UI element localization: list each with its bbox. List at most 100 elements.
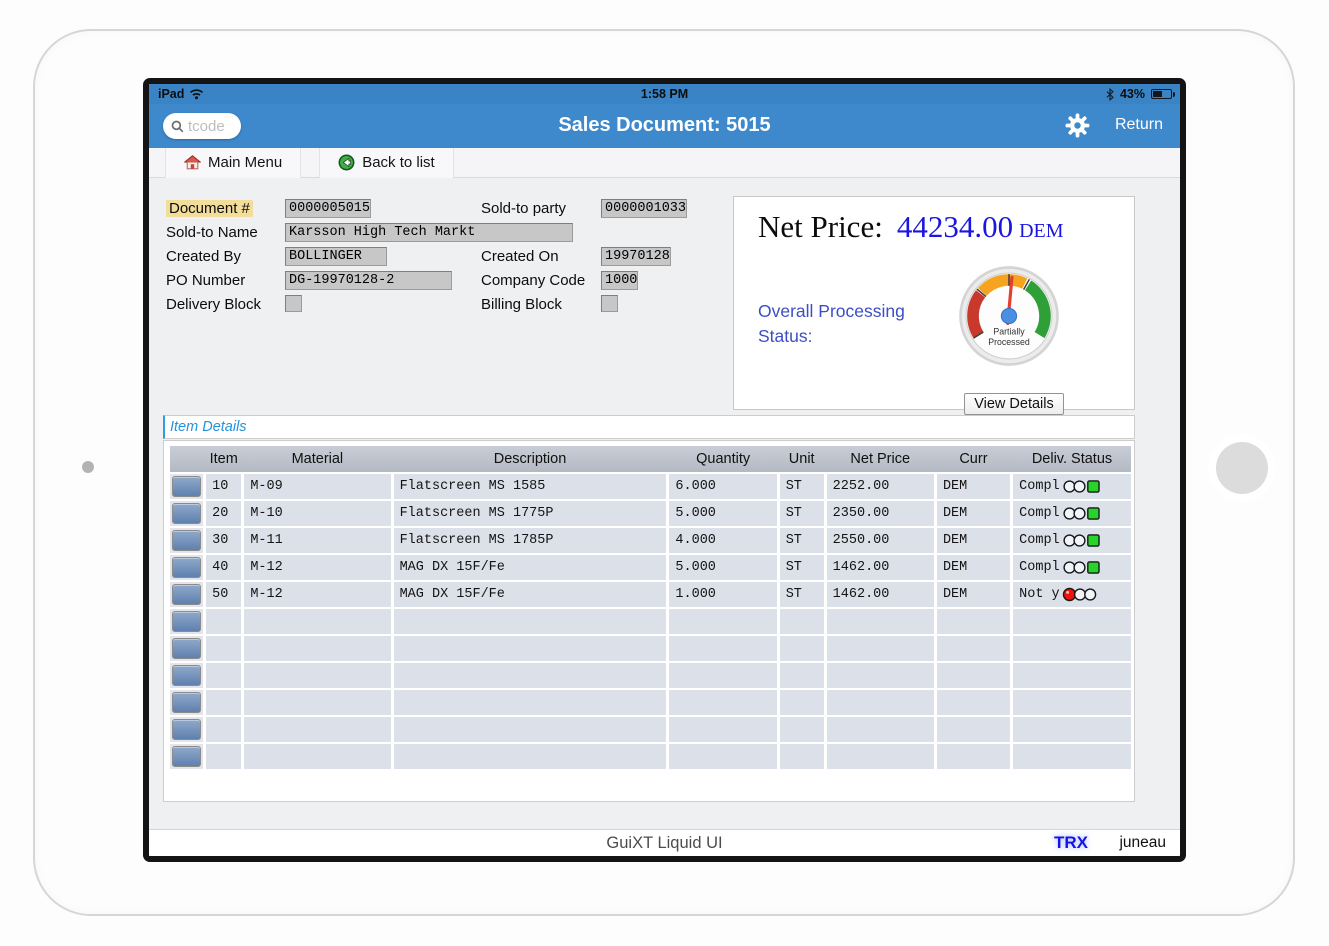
row-selector-cell	[170, 690, 204, 715]
cell-description: Flatscreen MS 1585	[393, 474, 667, 499]
column-header-unit: Unit	[788, 451, 815, 467]
table-row	[170, 663, 1131, 688]
cell-net_price	[826, 744, 934, 769]
row-select-button[interactable]	[172, 719, 202, 740]
row-selector-cell	[170, 717, 204, 742]
cell-material	[244, 717, 391, 742]
row-select-button[interactable]	[172, 503, 202, 524]
cell-deliv-status	[1013, 690, 1131, 715]
column-header-curr: Curr	[959, 451, 988, 467]
cell-item	[206, 663, 242, 688]
row-selector-cell	[170, 636, 204, 661]
row-select-button[interactable]	[172, 611, 202, 632]
cell-unit	[779, 663, 824, 688]
created-on-label: Created On	[481, 248, 559, 265]
cell-item: 30	[206, 528, 242, 553]
cell-unit: ST	[779, 474, 824, 499]
soldto-party-field[interactable]: 0000001033	[601, 199, 687, 218]
footer-bar: GuiXT Liquid UI TRX juneau	[149, 829, 1180, 856]
billing-block-field[interactable]	[601, 295, 618, 312]
settings-gear-icon[interactable]	[1065, 113, 1090, 138]
deliv-status-text: Compl	[1019, 479, 1060, 494]
row-select-button[interactable]	[172, 665, 202, 686]
deliv-status-text: Not y	[1019, 587, 1060, 602]
row-select-button[interactable]	[172, 638, 202, 659]
row-select-button[interactable]	[172, 692, 202, 713]
cell-deliv-status: Compl	[1013, 555, 1131, 580]
status-light-icon	[1062, 532, 1102, 549]
cell-deliv-status: Compl	[1013, 501, 1131, 526]
tcode-search-input[interactable]: tcode	[163, 113, 241, 139]
document-number-field[interactable]: 0000005015	[285, 199, 371, 218]
item-table-panel: Item Material Description Quantity Unit Net P…	[163, 440, 1135, 802]
delivery-block-field[interactable]	[285, 295, 302, 312]
cell-deliv-status: Not y	[1013, 582, 1131, 607]
battery-percent: 43%	[1119, 87, 1145, 101]
gauge-text-line2: Processed	[988, 337, 1030, 347]
cell-deliv-status	[1013, 744, 1131, 769]
home-button[interactable]	[1216, 442, 1268, 494]
created-by-label: Created By	[166, 248, 242, 265]
cell-description	[393, 690, 667, 715]
cell-unit	[779, 636, 824, 661]
app-brand-label: GuiXT Liquid UI	[606, 834, 723, 852]
item-table-header: Item Material Description Quantity Unit Net P…	[170, 446, 1131, 472]
po-number-field[interactable]: DG-19970128-2	[285, 271, 452, 290]
cell-description	[393, 663, 667, 688]
cell-deliv-status	[1013, 609, 1131, 634]
cell-description: Flatscreen MS 1775P	[393, 501, 667, 526]
cell-deliv-status: Compl	[1013, 528, 1131, 553]
created-on-field[interactable]: 19970128	[601, 247, 671, 266]
carrier-label: iPad	[158, 87, 185, 101]
net-price-currency: DEM	[1019, 220, 1064, 242]
delivery-block-label: Delivery Block	[166, 296, 262, 313]
cell-description	[393, 744, 667, 769]
cell-item: 10	[206, 474, 242, 499]
row-selector-cell	[170, 474, 204, 499]
company-code-field[interactable]: 1000	[601, 271, 638, 290]
column-header-quantity: Quantity	[696, 451, 751, 467]
row-select-button[interactable]	[172, 584, 202, 605]
cell-net_price: 2252.00	[826, 474, 934, 499]
cell-curr: DEM	[936, 501, 1011, 526]
cell-description: Flatscreen MS 1785P	[393, 528, 667, 553]
cell-item: 40	[206, 555, 242, 580]
gauge-text-line1: Partially	[993, 327, 1025, 337]
created-by-field[interactable]: BOLLINGER	[285, 247, 387, 266]
soldto-name-field[interactable]: Karsson High Tech Markt	[285, 223, 573, 242]
row-select-button[interactable]	[172, 746, 202, 767]
table-row: 10 M-09 Flatscreen MS 1585 6.000 ST 2252.00 DE…	[170, 474, 1131, 499]
column-header-material: Material	[291, 451, 344, 467]
net-price-panel: Net Price: 44234.00 DEM Overall Processing…	[733, 196, 1135, 415]
return-button[interactable]: Return	[1114, 116, 1163, 133]
cell-quantity	[669, 609, 777, 634]
item-table-body: 10 M-09 Flatscreen MS 1585 6.000 ST 2252.00 DE…	[170, 474, 1134, 769]
table-row	[170, 636, 1131, 661]
deliv-status-text: Compl	[1019, 560, 1060, 575]
cell-quantity: 5.000	[669, 501, 777, 526]
main-menu-button[interactable]: Main Menu	[165, 147, 302, 178]
toolbar: Main Menu Back to list	[149, 147, 1180, 178]
cell-curr	[936, 744, 1011, 769]
cell-quantity	[669, 744, 777, 769]
row-select-button[interactable]	[172, 530, 202, 551]
cell-item: 20	[206, 501, 242, 526]
cell-curr	[936, 663, 1011, 688]
back-to-list-button[interactable]: Back to list	[319, 147, 454, 178]
document-number-label: Document #	[166, 200, 253, 217]
cell-unit: ST	[779, 555, 824, 580]
cell-material: M-10	[244, 501, 391, 526]
column-header-net-price: Net Price	[850, 451, 911, 467]
cell-unit: ST	[779, 582, 824, 607]
cell-item	[206, 744, 242, 769]
view-details-button[interactable]: View Details	[964, 393, 1064, 415]
row-select-button[interactable]	[172, 476, 202, 497]
cell-net_price	[826, 717, 934, 742]
clock: 1:58 PM	[640, 87, 689, 101]
main-content: Document # 0000005015 Sold-to party 0000…	[149, 178, 1180, 829]
company-code-label: Company Code	[481, 272, 586, 289]
cell-quantity	[669, 663, 777, 688]
table-row	[170, 744, 1131, 769]
cell-material	[244, 609, 391, 634]
row-select-button[interactable]	[172, 557, 202, 578]
